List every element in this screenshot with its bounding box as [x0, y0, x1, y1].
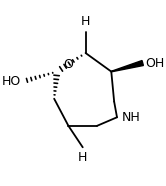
Text: H: H [81, 15, 90, 28]
Polygon shape [111, 60, 143, 72]
Text: H: H [78, 151, 87, 164]
Text: HO: HO [1, 75, 21, 88]
Text: O: O [63, 58, 73, 71]
Text: NH: NH [122, 111, 141, 124]
Text: OH: OH [145, 57, 164, 70]
